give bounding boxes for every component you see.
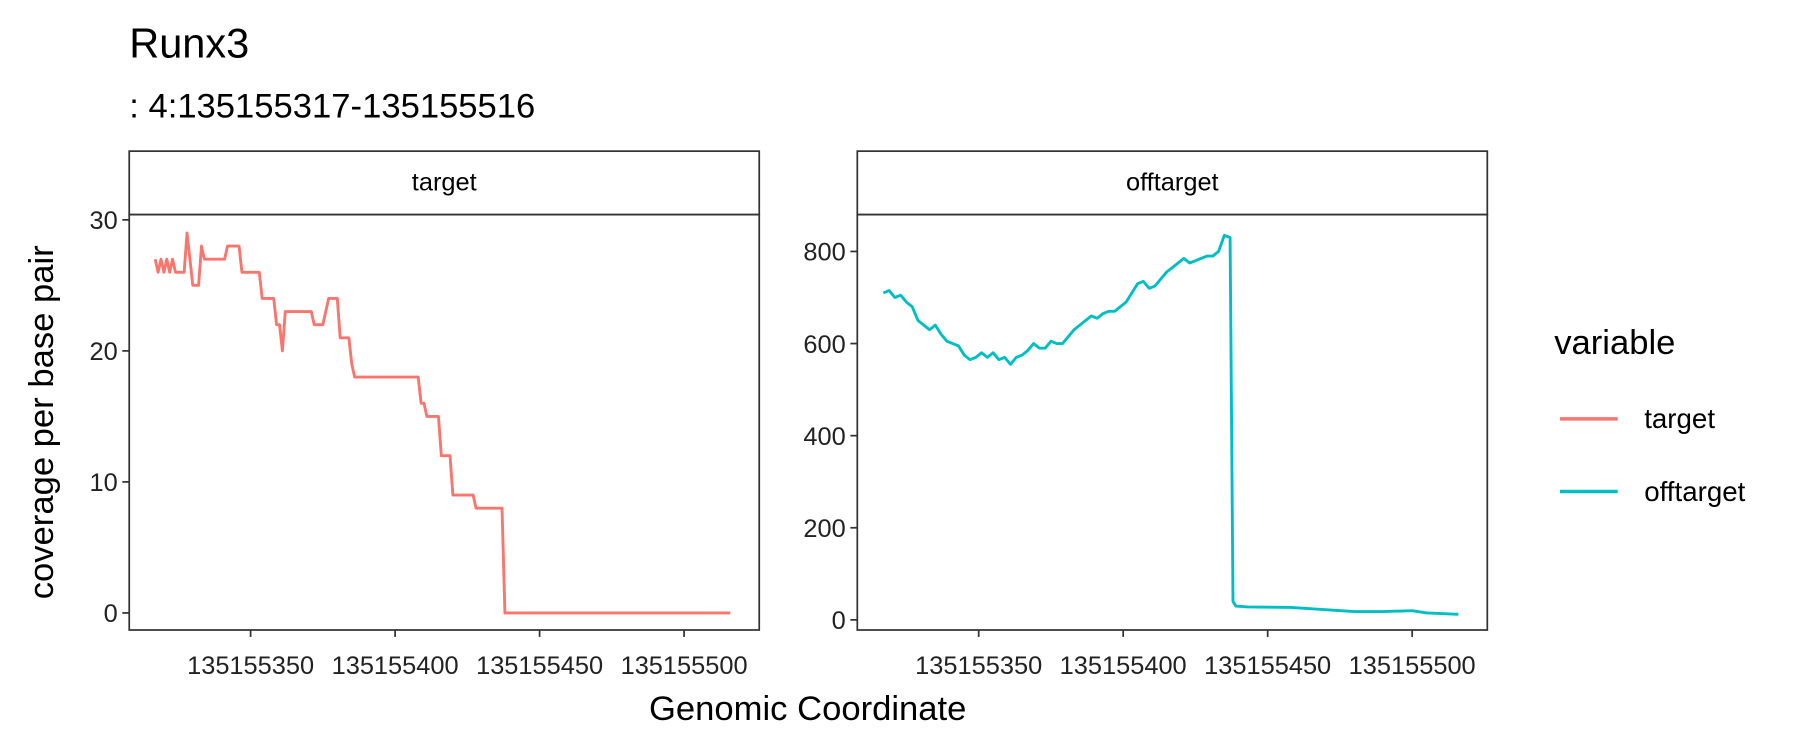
y-tick-label: 0	[104, 600, 118, 628]
x-axis-label: Genomic Coordinate	[649, 690, 966, 728]
panel-border	[856, 213, 1489, 631]
x-tick-label: 135155350	[915, 652, 1042, 680]
strip	[128, 150, 761, 216]
x-tick-label: 135155450	[476, 652, 603, 680]
legend-label: offtarget	[1644, 476, 1745, 507]
y-tick-label: 0	[832, 607, 846, 635]
y-axis-label: coverage per base pair	[23, 245, 61, 599]
y-tick-label: 30	[89, 207, 117, 235]
strip-label: offtarget	[1126, 168, 1219, 196]
x-tick-label: 135155400	[1060, 652, 1187, 680]
chart-subtitle: : 4:135155317-135155516	[129, 88, 535, 126]
y-tick-label: 20	[89, 338, 117, 366]
y-tick-label: 600	[803, 331, 845, 359]
x-tick-label: 135155400	[332, 652, 459, 680]
legend-label: target	[1644, 403, 1715, 434]
x-tick-label: 135155500	[621, 652, 748, 680]
strip-label: target	[412, 168, 477, 196]
y-tick-label: 800	[803, 239, 845, 267]
y-tick-label: 10	[89, 469, 117, 497]
legend-title: variable	[1554, 324, 1675, 362]
y-tick-label: 400	[803, 423, 845, 451]
y-tick-label: 200	[803, 515, 845, 543]
data-line	[882, 233, 1459, 616]
panel-border	[128, 213, 761, 631]
data-line	[153, 231, 731, 615]
x-tick-label: 135155450	[1204, 652, 1331, 680]
x-tick-label: 135155350	[187, 652, 314, 680]
x-tick-label: 135155500	[1349, 652, 1476, 680]
chart-title: Runx3	[129, 20, 249, 67]
